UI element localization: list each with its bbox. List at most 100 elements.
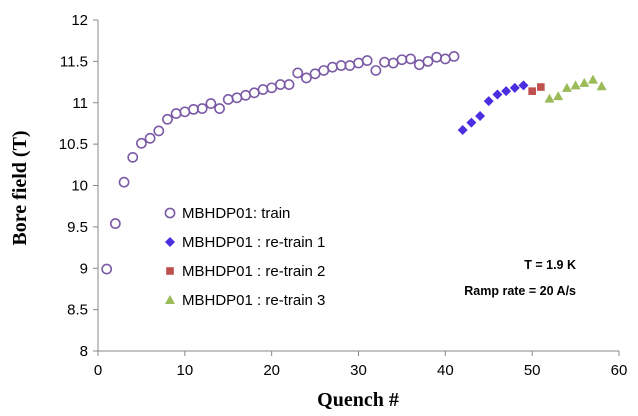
data-point — [596, 81, 607, 91]
series-mbhdp01-train — [101, 51, 460, 275]
data-point — [327, 61, 338, 73]
x-tick-label: 40 — [437, 362, 454, 379]
legend-label: MBHDP01 : re-train 3 — [182, 292, 325, 309]
data-point — [553, 91, 564, 101]
temperature-annotation: T = 1.9 K — [524, 258, 576, 272]
data-point — [561, 82, 572, 92]
data-point — [405, 53, 416, 65]
data-point — [361, 55, 373, 66]
y-tick-label: 10.5 — [59, 136, 88, 153]
x-tick-label: 30 — [350, 362, 367, 379]
y-tick-label: 11.5 — [60, 53, 88, 70]
data-point — [300, 72, 312, 84]
data-point — [518, 80, 529, 91]
series-mbhdp01-re-train-1 — [457, 80, 529, 136]
legend-item: MBHDP01 : re-train 3 — [165, 292, 325, 309]
data-point — [170, 108, 182, 119]
data-point — [274, 79, 286, 90]
x-ticks: 0 10 20 30 40 50 60 — [94, 351, 628, 379]
data-point — [466, 117, 477, 128]
data-point — [179, 106, 191, 118]
legend-label: MBHDP01: train — [182, 205, 290, 222]
data-point — [222, 94, 234, 105]
series-mbhdp01-re-train-2 — [528, 83, 545, 95]
data-point — [439, 53, 451, 65]
data-point — [309, 68, 321, 80]
data-point — [422, 55, 434, 67]
series-mbhdp01-re-train-3 — [544, 74, 607, 103]
data-point — [214, 103, 225, 114]
data-point — [118, 176, 130, 188]
data-point — [475, 110, 486, 121]
data-point — [127, 151, 139, 163]
data-point — [387, 57, 399, 69]
y-tick-label: 11 — [72, 95, 88, 112]
legend-item: MBHDP01 : re-train 2 — [166, 263, 325, 280]
data-point — [257, 84, 269, 95]
legend-marker — [165, 295, 175, 304]
y-tick-label: 8 — [80, 343, 88, 360]
data-point — [457, 125, 468, 136]
ramp-rate-annotation: Ramp rate = 20 A/s — [464, 284, 576, 298]
x-tick-label: 10 — [176, 362, 193, 379]
data-point — [431, 51, 443, 63]
data-point — [492, 89, 503, 100]
data-point — [292, 67, 304, 79]
data-point — [587, 74, 598, 84]
data-point — [231, 92, 243, 104]
data-point — [483, 96, 494, 107]
data-point — [448, 51, 460, 62]
legend-marker — [166, 267, 174, 275]
data-point — [528, 87, 536, 95]
y-tick-label: 10 — [71, 178, 88, 195]
legend-label: MBHDP01 : re-train 1 — [182, 234, 325, 251]
data-point — [188, 103, 199, 115]
data-points — [101, 51, 607, 275]
data-point — [509, 82, 520, 93]
data-point — [162, 113, 173, 125]
legend-marker — [164, 207, 176, 219]
legend-item: MBHDP01 : re-train 1 — [165, 234, 325, 251]
data-point — [335, 60, 347, 71]
data-point — [205, 98, 217, 109]
data-point — [240, 89, 252, 101]
data-point — [544, 93, 555, 103]
x-tick-label: 50 — [524, 362, 541, 379]
data-point — [413, 59, 425, 71]
data-point — [283, 79, 295, 90]
data-point — [266, 82, 278, 94]
data-point — [353, 57, 364, 69]
data-point — [344, 60, 356, 71]
x-tick-label: 60 — [611, 362, 628, 379]
legend: MBHDP01: train MBHDP01 : re-train 1 MBHDP0… — [164, 205, 325, 309]
x-tick-label: 20 — [263, 362, 280, 379]
legend-item: MBHDP01: train — [164, 205, 290, 222]
data-point — [570, 80, 581, 90]
legend-marker — [165, 237, 175, 247]
data-point — [109, 218, 121, 229]
plot-area: 0 10 20 30 40 50 60 8 8.5 9 9.5 10 10.5 11 11.5 12 — [59, 12, 628, 379]
y-axis-title: Bore field (T) — [9, 130, 31, 245]
data-point — [537, 83, 545, 91]
y-ticks: 8 8.5 9 9.5 10 10.5 11 11.5 12 — [59, 12, 98, 360]
data-point — [579, 77, 590, 87]
data-point — [153, 125, 165, 137]
data-point — [370, 65, 382, 76]
y-tick-label: 9.5 — [67, 219, 88, 236]
x-axis-title: Quench # — [317, 389, 399, 411]
data-point — [318, 65, 330, 76]
data-point — [136, 137, 147, 149]
legend-label: MBHDP01 : re-train 2 — [182, 263, 325, 280]
data-point — [144, 132, 156, 144]
data-point — [501, 86, 512, 97]
y-tick-label: 12 — [71, 12, 88, 29]
data-point — [379, 56, 390, 68]
data-point — [101, 263, 113, 275]
y-tick-label: 8.5 — [67, 302, 88, 319]
y-tick-label: 9 — [80, 260, 88, 277]
data-point — [396, 54, 408, 66]
x-tick-label: 0 — [94, 362, 102, 379]
data-point — [248, 87, 260, 99]
data-point — [196, 103, 208, 114]
